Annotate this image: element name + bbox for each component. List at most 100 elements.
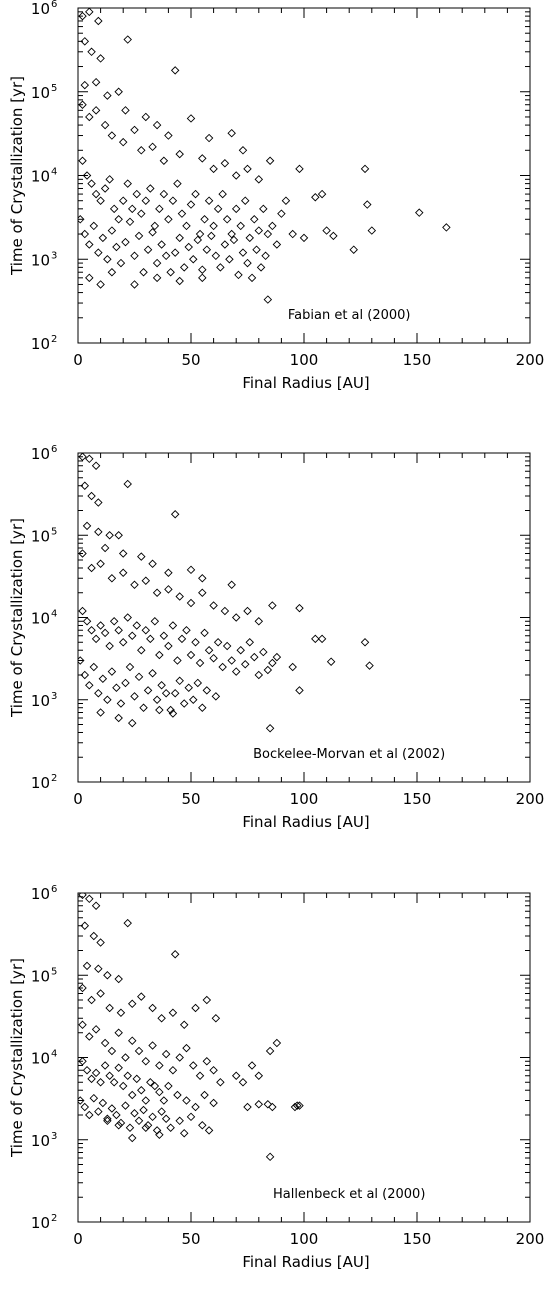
scatter-point (295, 603, 304, 613)
scatter-point (112, 1110, 121, 1120)
scatter-point (80, 37, 90, 46)
scatter-point (170, 950, 180, 959)
scatter-point (85, 454, 94, 464)
scatter-point (118, 1081, 128, 1091)
scatter-point (150, 617, 160, 626)
scatter-point (94, 248, 103, 257)
scatter-point (198, 588, 207, 597)
scatter-point (175, 592, 184, 601)
scatter-point (103, 695, 112, 704)
scatter-point (238, 248, 248, 257)
scatter-point (107, 1046, 117, 1056)
scatter-point (118, 196, 128, 205)
y-tick-label-exponent: 5 (51, 83, 57, 94)
scatter-point (265, 1152, 275, 1162)
scatter-point (114, 215, 123, 224)
scatter-point (103, 971, 112, 980)
scatter-point (238, 146, 248, 155)
scatter-point (114, 713, 123, 723)
scatter-point (295, 164, 304, 174)
scatter-point (139, 267, 148, 277)
scatter-point (150, 1081, 160, 1091)
scatter-point (365, 661, 374, 670)
y-tick-label-exponent: 3 (51, 691, 57, 702)
scatter-point (288, 662, 297, 672)
scatter-point (204, 196, 214, 205)
scatter-point (152, 120, 162, 130)
scatter-point (159, 189, 169, 199)
scatter-point (247, 273, 257, 283)
x-tick-label: 200 (516, 1230, 545, 1248)
x-tick-label: 0 (73, 790, 83, 808)
scatter-point (82, 171, 92, 180)
scatter-point (243, 164, 252, 174)
data-points (78, 453, 374, 733)
scatter-point (141, 1123, 151, 1132)
x-tick-label: 50 (181, 351, 200, 369)
scatter-point (157, 1014, 166, 1023)
scatter-point (94, 1107, 103, 1116)
scatter-point (80, 1102, 90, 1112)
y-tick-label: 10 (31, 335, 50, 353)
scatter-point (132, 621, 141, 630)
scatter-point (164, 585, 173, 594)
scatter-point (114, 974, 123, 984)
scatter-point (175, 233, 184, 243)
y-tick-label: 10 (31, 1214, 50, 1232)
scatter-point (191, 1003, 200, 1013)
scatter-point (292, 1101, 302, 1110)
scatter-point (78, 893, 87, 900)
scatter-point (121, 106, 130, 115)
scatter-point (168, 196, 178, 205)
scatter-point (141, 196, 151, 205)
scatter-point (100, 184, 110, 193)
scatter-point (116, 258, 126, 268)
scatter-point (114, 531, 123, 540)
scatter-point (186, 200, 196, 209)
scatter-point (123, 1071, 132, 1080)
scatter-point (195, 229, 205, 239)
scatter-point (123, 35, 132, 44)
scatter-point (247, 1061, 257, 1070)
scatter-point (141, 112, 151, 122)
scatter-point (85, 1110, 94, 1120)
scatter-point (281, 196, 291, 205)
y-tick-label-exponent: 2 (51, 773, 57, 784)
scatter-point (254, 670, 264, 680)
data-points (78, 8, 451, 304)
scatter-point (231, 613, 241, 622)
scatter-point (134, 1046, 144, 1056)
scatter-point (177, 634, 187, 644)
x-tick-label: 100 (290, 351, 319, 369)
scatter-point (105, 1003, 114, 1013)
scatter-point (367, 226, 377, 235)
scatter-point (186, 598, 196, 608)
scatter-point (170, 248, 180, 257)
scatter-point (157, 681, 166, 690)
scatter-point (114, 626, 123, 635)
scatter-point (200, 1090, 209, 1100)
scatter-point (80, 921, 90, 930)
scatter-point (78, 983, 87, 993)
scatter-point (105, 175, 114, 184)
scatter-point (85, 273, 94, 283)
scatter-point (202, 1057, 212, 1066)
scatter-point (80, 670, 90, 680)
scatter-point (87, 491, 96, 501)
scatter-point (94, 689, 103, 698)
scatter-point (231, 204, 241, 214)
scatter-point (85, 1032, 94, 1041)
scatter-point (222, 215, 232, 224)
scatter-point (78, 100, 87, 109)
scatter-point (272, 240, 282, 249)
scatter-point (146, 184, 155, 193)
scatter-point (193, 235, 203, 245)
x-tick-label: 0 (73, 351, 83, 369)
scatter-point (107, 1104, 117, 1113)
scatter-point (85, 894, 94, 904)
scatter-point (168, 621, 178, 630)
plot-frame (77, 452, 531, 783)
scatter-point (130, 280, 139, 289)
scatter-point (204, 645, 214, 655)
scatter-point (134, 231, 144, 241)
